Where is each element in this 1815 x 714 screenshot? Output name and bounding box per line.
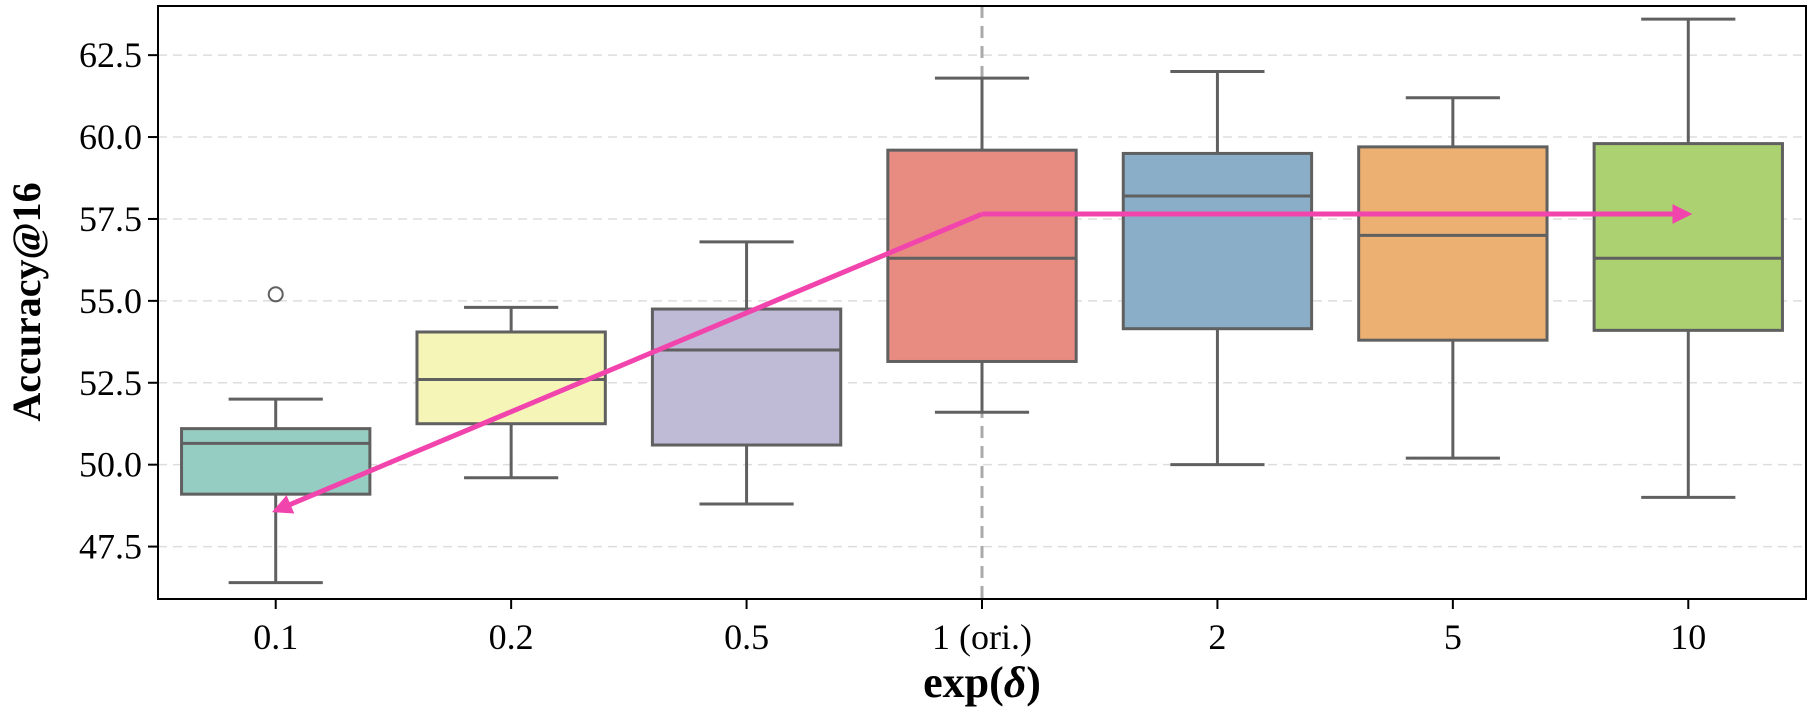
trend-arrows-layer [272,204,1693,514]
box-group [886,76,1078,414]
box-group [1592,17,1784,499]
box [1592,142,1784,332]
x-axis-label: exp(δ) [923,658,1041,707]
box-group [180,286,372,585]
x-axis-label-suffix: ) [1026,658,1041,707]
box-group [1357,96,1549,460]
y-axis: 47.5 50.0 52.5 55.0 57.5 60.0 62.5 [79,35,158,567]
trend-arrow [272,211,983,514]
x-tick-label: 0.2 [489,617,534,657]
x-tick-label: 0.5 [724,617,769,657]
box-group [415,305,607,480]
y-tick-label: 47.5 [79,527,142,567]
x-axis-label-prefix: exp( [923,658,1004,707]
y-axis-label: Accuracy@16 [4,182,49,421]
box [886,148,1078,363]
x-tick-label: 10 [1670,617,1706,657]
y-tick-label: 55.0 [79,281,142,321]
y-tick-label: 62.5 [79,35,142,75]
box-group [650,240,843,506]
y-tick-label: 60.0 [79,117,142,157]
y-tick-label: 57.5 [79,199,142,239]
box [1121,151,1314,331]
box [1357,145,1549,342]
box-group [1121,70,1314,467]
outlier-point [267,286,284,303]
x-tick-label: 0.1 [253,617,298,657]
y-tick-label: 52.5 [79,363,142,403]
y-tick-label: 50.0 [79,445,142,485]
x-tick-label: 2 [1208,617,1226,657]
x-axis: 0.1 0.2 0.5 1 (ori.) 2 5 10 [253,599,1706,657]
x-tick-label: 1 (ori.) [932,617,1032,657]
boxes-layer [180,17,1784,585]
x-axis-label-symbol: δ [1004,658,1027,707]
box [650,307,843,447]
x-tick-label: 5 [1444,617,1462,657]
box [415,330,607,426]
